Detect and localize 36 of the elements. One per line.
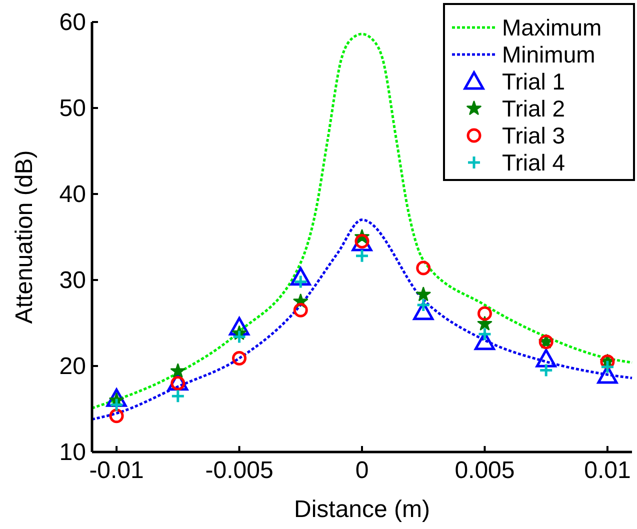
legend-label: Trial 2 xyxy=(502,96,566,122)
y-tick-label: 50 xyxy=(59,95,86,122)
point xyxy=(354,248,370,264)
legend-label: Trial 4 xyxy=(502,150,566,176)
point xyxy=(416,286,431,302)
point xyxy=(354,234,370,249)
y-tick-label: 20 xyxy=(59,353,86,380)
point xyxy=(600,360,615,374)
x-axis-title: Distance (m) xyxy=(294,496,430,523)
point xyxy=(232,351,247,366)
point xyxy=(170,388,186,404)
point xyxy=(232,330,247,344)
y-tick-label: 60 xyxy=(59,9,86,36)
point xyxy=(229,317,250,336)
legend-label: Trial 1 xyxy=(502,68,566,94)
point xyxy=(290,267,311,286)
point xyxy=(536,348,556,368)
legend-label: Minimum xyxy=(502,42,596,68)
x-tick-label: 0 xyxy=(355,457,369,484)
y-tick-label: 10 xyxy=(59,439,86,466)
y-tick-label: 40 xyxy=(59,181,86,208)
point xyxy=(477,316,492,330)
legend-label: Maximum xyxy=(502,14,602,40)
x-tick-label: 0.01 xyxy=(584,457,631,484)
point xyxy=(293,302,308,318)
y-tick-label: 30 xyxy=(59,267,86,294)
x-tick-label: -0.005 xyxy=(205,457,274,484)
x-tick-label: -0.01 xyxy=(89,457,144,484)
point xyxy=(477,306,492,321)
y-axis-title: Attenuation (dB) xyxy=(11,150,38,324)
legend-label: Trial 3 xyxy=(502,122,566,148)
point xyxy=(109,408,124,424)
x-tick-label: 0.005 xyxy=(454,457,515,484)
point xyxy=(170,363,186,378)
point xyxy=(538,363,554,378)
point xyxy=(416,260,431,276)
